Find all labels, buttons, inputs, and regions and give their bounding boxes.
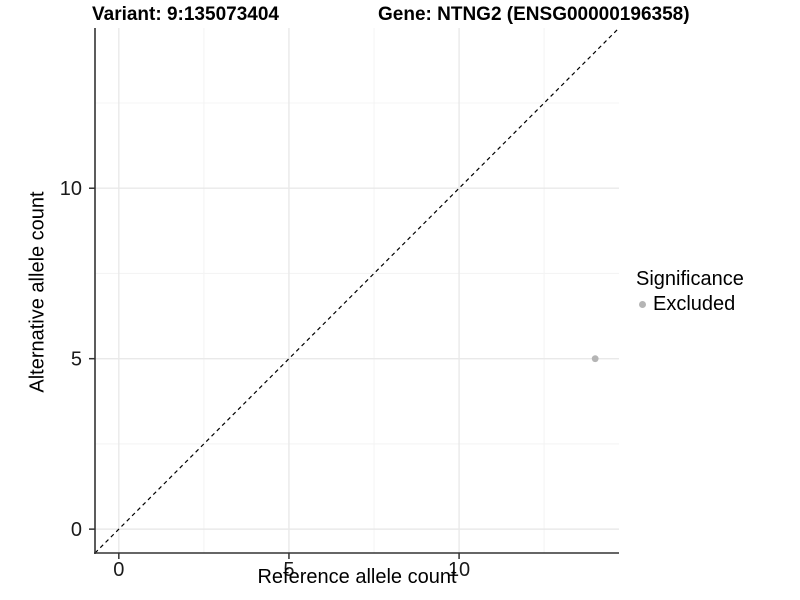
plot-title-variant: Variant: 9:135073404 xyxy=(92,4,279,25)
legend: Significance Excluded xyxy=(636,268,744,316)
y-tick-label: 10 xyxy=(60,178,82,200)
legend-title: Significance xyxy=(636,268,744,290)
legend-item-label: Excluded xyxy=(653,293,736,315)
x-axis-title: Reference allele count xyxy=(257,566,457,588)
y-tick-label: 0 xyxy=(71,519,82,541)
x-tick-label: 0 xyxy=(113,559,124,581)
x-tick-label: 10 xyxy=(448,559,470,581)
legend-point-icon xyxy=(639,301,646,308)
y-axis-title: Alternative allele count xyxy=(26,191,49,393)
plot-title-gene: Gene: NTNG2 (ENSG00000196358) xyxy=(378,4,690,25)
legend-item-excluded: Excluded xyxy=(639,293,744,316)
data-point xyxy=(591,355,599,363)
x-tick-label: 5 xyxy=(283,559,294,581)
identity-dashed-line xyxy=(94,27,620,554)
y-tick-label: 5 xyxy=(71,349,82,371)
